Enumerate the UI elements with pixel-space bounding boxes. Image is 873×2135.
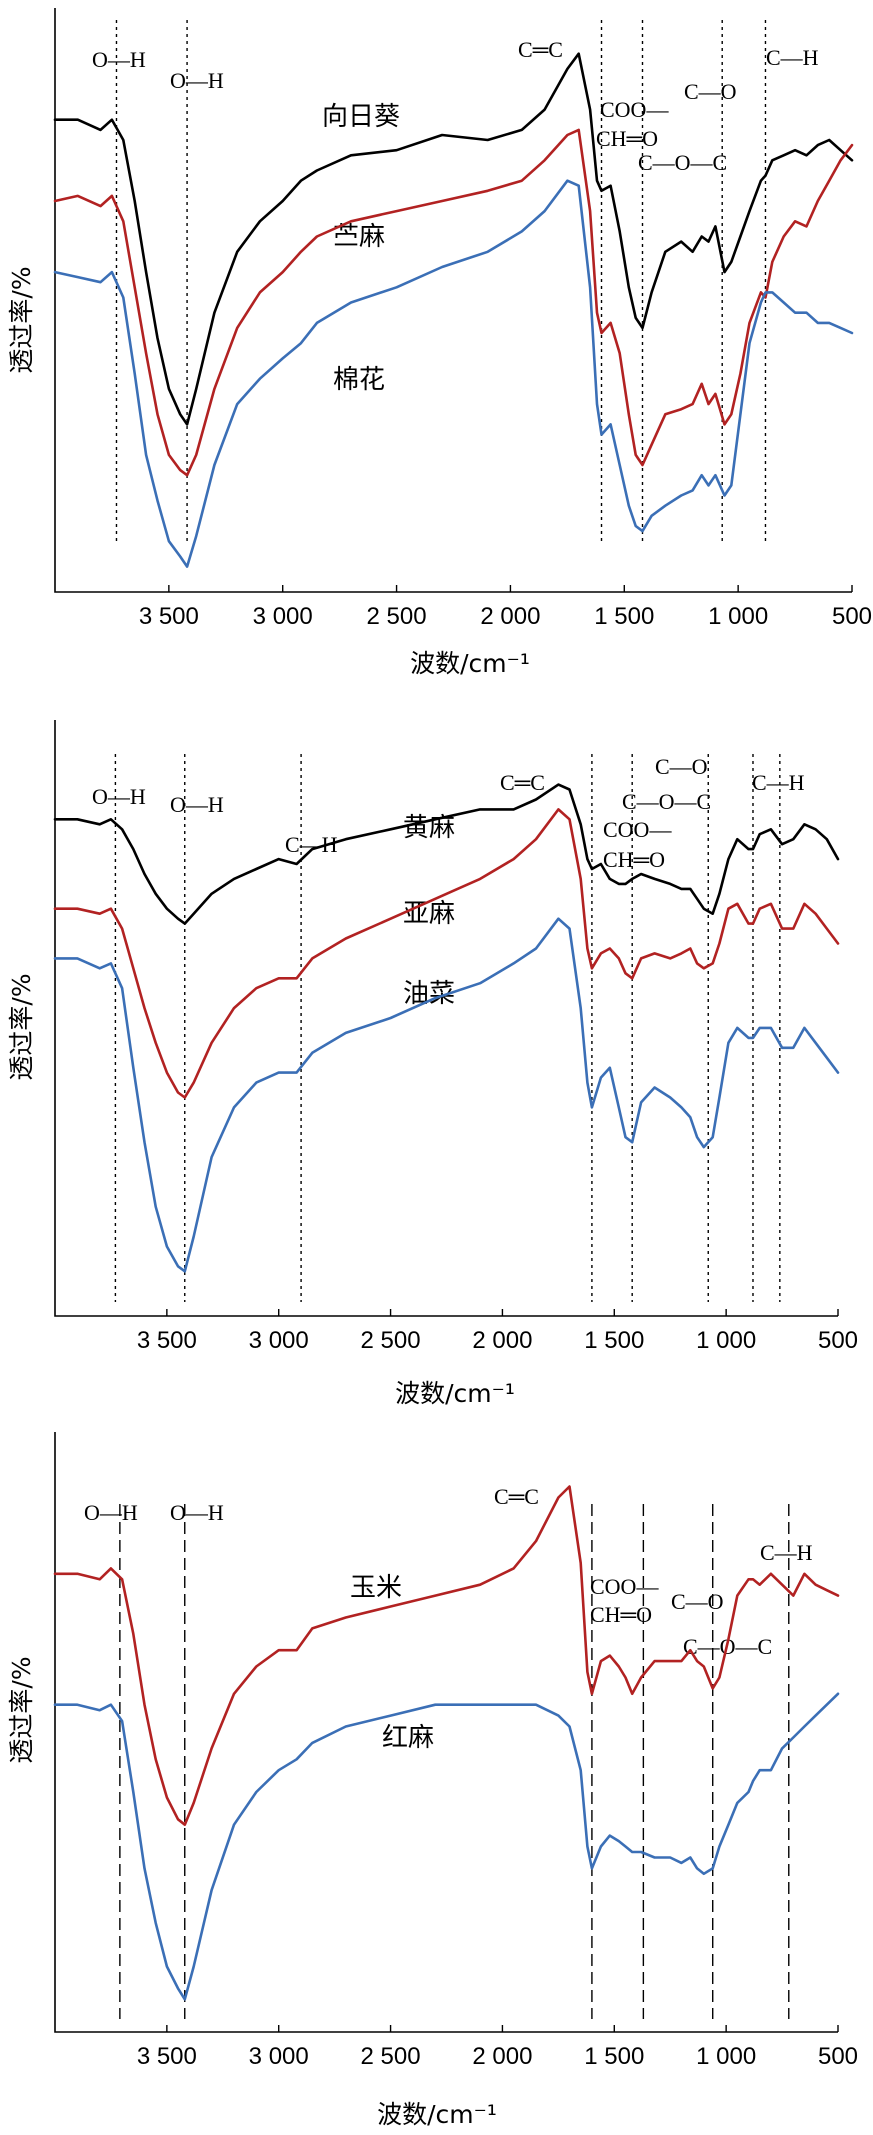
y-axis-label: 透过率/% <box>7 266 36 373</box>
annotation-oh-2: O—H <box>170 1500 224 1525</box>
annotation-coc: C—O—C <box>638 150 727 175</box>
axis-frame <box>54 1432 838 2033</box>
series-label-ramie: 苎麻 <box>333 222 385 252</box>
x-axis-label: 波数/cm⁻¹ <box>395 1379 515 1408</box>
x-tick-label: 500 <box>818 2043 858 2070</box>
x-tick-label: 2 500 <box>367 603 427 630</box>
x-tick-label: 1 000 <box>708 603 768 630</box>
annotation-ch-2: C—H <box>752 770 805 795</box>
x-tick-label: 3 500 <box>139 603 199 630</box>
series-line-1 <box>53 1692 840 2001</box>
annotation-oh-1: O—H <box>92 47 146 72</box>
x-tick-label: 1 000 <box>696 1327 756 1354</box>
series-line-1 <box>53 128 854 477</box>
series-label-kenaf: 红麻 <box>382 1723 434 1753</box>
annotation-cho: CH═O <box>603 847 665 872</box>
x-tick-label: 1 500 <box>584 2043 644 2070</box>
annotation-co: C—O <box>671 1589 724 1614</box>
x-tick-label: 2 000 <box>472 1327 532 1354</box>
series-line-2 <box>53 179 854 568</box>
annotation-coo: COO— <box>600 97 669 122</box>
annotation-co: C—O <box>684 79 737 104</box>
annotation-cho: CH═O <box>590 1602 652 1627</box>
annotation-coo: COO— <box>590 1574 659 1599</box>
annotation-oh-2: O—H <box>170 68 224 93</box>
annotation-cc: C═C <box>494 1484 539 1509</box>
x-tick-label: 2 000 <box>472 2043 532 2070</box>
series-label-flax: 亚麻 <box>403 899 455 929</box>
axis-frame <box>54 8 852 593</box>
y-axis-label: 透过率/% <box>7 1656 36 1763</box>
x-tick-label: 3 500 <box>137 2043 197 2070</box>
series-line-0 <box>53 783 840 925</box>
chart-panel-corn-kenaf: 透过率/% 波数/cm⁻¹ 玉米 红麻 O—H O—H C═C COO— CH═… <box>7 1432 858 2129</box>
series-label-sunflower: 向日葵 <box>322 102 400 132</box>
series-line-0 <box>53 52 854 426</box>
series-line-0 <box>53 1485 840 1826</box>
series-line-2 <box>53 917 840 1273</box>
x-tick-label: 3 000 <box>249 1327 309 1354</box>
annotation-cho: CH═O <box>596 126 658 151</box>
x-tick-label: 2 000 <box>480 603 540 630</box>
x-tick-label: 1 500 <box>584 1327 644 1354</box>
x-axis-label: 波数/cm⁻¹ <box>410 649 530 678</box>
x-axis-label: 波数/cm⁻¹ <box>377 2100 497 2129</box>
annotation-oh-2: O—H <box>170 792 224 817</box>
annotation-oh-1: O—H <box>84 1500 138 1525</box>
x-tick-label: 2 500 <box>361 2043 421 2070</box>
annotation-ch: C—H <box>760 1540 813 1565</box>
annotation-coc: C—O—C <box>622 789 711 814</box>
x-tick-label: 3 500 <box>137 1327 197 1354</box>
annotation-co: C—O <box>655 754 708 779</box>
annotation-cc: C═C <box>500 770 545 795</box>
annotation-ch: C—H <box>766 45 819 70</box>
x-tick-label: 500 <box>832 603 872 630</box>
annotation-cc: C═C <box>518 37 563 62</box>
series-label-cotton: 棉花 <box>333 365 385 395</box>
chart-panel-jute-flax-rape: 透过率/% 波数/cm⁻¹ 黄麻 亚麻 油菜 O—H O—H C—H C═C C… <box>7 720 858 1408</box>
x-tick-label: 2 500 <box>361 1327 421 1354</box>
x-tick-label: 1 000 <box>696 2043 756 2070</box>
chart-panel-sunflower-ramie-cotton: 透过率/% 波数/cm⁻¹ 向日葵 苎麻 棉花 O—H O—H C═C COO—… <box>7 8 872 678</box>
x-tick-label: 3 000 <box>253 603 313 630</box>
x-tick-label: 3 000 <box>249 2043 309 2070</box>
axis-frame <box>54 720 838 1317</box>
y-axis-label: 透过率/% <box>7 973 36 1080</box>
x-tick-label: 1 500 <box>594 603 654 630</box>
series-label-corn: 玉米 <box>350 1573 402 1603</box>
annotation-oh-1: O—H <box>92 784 146 809</box>
series-line-1 <box>53 808 840 1099</box>
annotation-coo: COO— <box>603 817 672 842</box>
x-tick-label: 500 <box>818 1327 858 1354</box>
